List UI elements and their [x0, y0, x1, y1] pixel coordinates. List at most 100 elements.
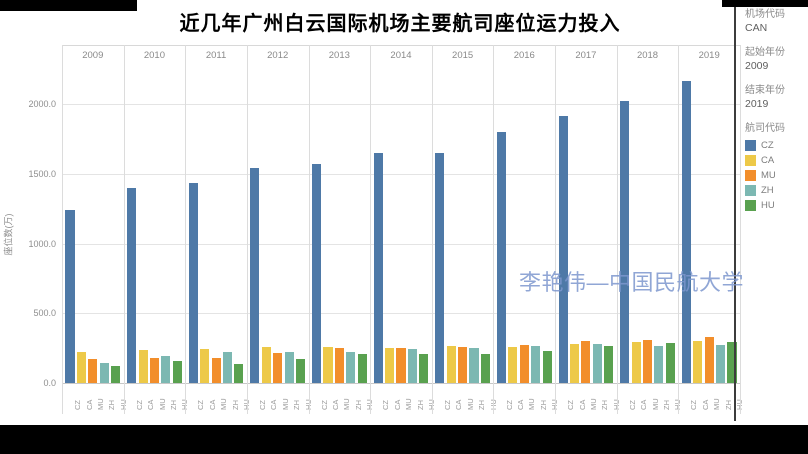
bar-2016-CA[interactable]	[508, 346, 518, 383]
bar-2014-CA[interactable]	[385, 348, 395, 383]
bar-2016-MU[interactable]	[519, 345, 529, 383]
x-tick-label: CA	[577, 399, 587, 410]
gridline	[62, 243, 740, 245]
pane-divider	[555, 45, 557, 414]
pane-divider	[246, 45, 248, 414]
bar-2010-ZH[interactable]	[161, 355, 171, 383]
year-label: 2019	[698, 50, 720, 61]
x-tick-label: CA	[700, 399, 710, 410]
bar-2011-HU[interactable]	[234, 363, 244, 383]
x-tick-label: CZ	[319, 400, 329, 410]
x-tick-label: CA	[84, 399, 94, 410]
bar-2019-HU[interactable]	[727, 341, 737, 383]
panel-divider	[734, 0, 736, 421]
x-tick-label: MU	[527, 398, 537, 410]
bar-2018-CA[interactable]	[631, 341, 641, 383]
bar-2011-CZ[interactable]	[188, 182, 198, 383]
x-tick-label: MU	[219, 398, 229, 410]
gridline	[62, 383, 740, 384]
bar-2013-ZH[interactable]	[346, 351, 356, 383]
bar-2014-CZ[interactable]	[373, 152, 383, 383]
year-label: 2011	[205, 50, 227, 61]
bar-2009-ZH[interactable]	[99, 362, 109, 383]
bar-2012-CZ[interactable]	[250, 167, 260, 383]
parameter-sidebar: 机场代码 CAN 起始年份 2009 结束年份 2019 航司代码 CZ CA MU…	[745, 8, 805, 213]
x-tick-label: CZ	[134, 400, 144, 410]
bar-2011-CA[interactable]	[200, 348, 210, 383]
bar-2019-CA[interactable]	[693, 341, 703, 383]
start-year-value[interactable]: 2009	[745, 60, 769, 72]
year-label: 2017	[575, 50, 597, 61]
bar-2010-CA[interactable]	[138, 350, 148, 383]
pane-divider	[62, 45, 63, 414]
pane-divider	[493, 45, 495, 414]
bar-2010-HU[interactable]	[172, 360, 182, 383]
bar-2015-MU[interactable]	[458, 346, 468, 383]
bar-2013-CZ[interactable]	[312, 164, 322, 383]
legend-item-label: ZH	[761, 185, 774, 196]
pane-divider	[185, 45, 187, 414]
bar-2015-CZ[interactable]	[435, 152, 445, 383]
bar-2017-MU[interactable]	[581, 340, 591, 383]
bar-2009-CZ[interactable]	[65, 210, 75, 383]
bar-2018-ZH[interactable]	[654, 345, 664, 383]
legend-color-swatch	[745, 140, 756, 151]
redaction-bar-top-left	[0, 0, 137, 11]
redaction-bar-top-right	[722, 0, 808, 7]
x-tick-label: CA	[146, 399, 156, 410]
bar-2012-MU[interactable]	[273, 353, 283, 383]
end-year-value[interactable]: 2019	[745, 98, 769, 110]
x-tick-label: ZH	[292, 400, 302, 410]
bar-2009-CA[interactable]	[76, 352, 86, 383]
bar-2011-MU[interactable]	[211, 357, 221, 383]
bar-2015-HU[interactable]	[480, 354, 490, 383]
legend-item-CZ[interactable]: CZ	[745, 138, 805, 153]
bar-2016-HU[interactable]	[542, 350, 552, 383]
pane-divider	[370, 45, 372, 414]
bar-2017-HU[interactable]	[604, 345, 614, 383]
bar-2012-ZH[interactable]	[284, 351, 294, 383]
bar-2017-ZH[interactable]	[592, 343, 602, 383]
legend-item-MU[interactable]: MU	[745, 168, 805, 183]
bar-2018-HU[interactable]	[665, 343, 675, 383]
bar-2019-MU[interactable]	[704, 337, 714, 383]
bar-2013-CA[interactable]	[323, 346, 333, 383]
x-tick-label: MU	[465, 398, 475, 410]
legend-color-swatch	[745, 200, 756, 211]
gridline	[62, 313, 740, 315]
x-tick-label: CA	[639, 399, 649, 410]
x-tick-label: MU	[280, 398, 290, 410]
x-tick-label: ZH	[230, 400, 240, 410]
bar-2014-ZH[interactable]	[407, 348, 417, 383]
bar-2013-MU[interactable]	[334, 348, 344, 383]
legend-item-CA[interactable]: CA	[745, 153, 805, 168]
bar-2009-MU[interactable]	[88, 358, 98, 383]
bar-2016-CZ[interactable]	[496, 131, 507, 383]
legend-item-ZH[interactable]: ZH	[745, 183, 805, 198]
bar-2016-ZH[interactable]	[531, 346, 541, 383]
bar-2019-CZ[interactable]	[681, 81, 691, 383]
bar-2014-MU[interactable]	[396, 348, 406, 383]
bar-2017-CA[interactable]	[569, 343, 580, 383]
bar-2017-CZ[interactable]	[558, 115, 568, 383]
redaction-bar-bottom	[0, 425, 808, 454]
bar-2019-ZH[interactable]	[716, 344, 726, 383]
bar-2018-CZ[interactable]	[620, 101, 630, 383]
x-tick-label: MU	[342, 398, 352, 410]
x-tick-label: CZ	[689, 400, 699, 410]
bar-2013-HU[interactable]	[357, 353, 367, 383]
legend-item-HU[interactable]: HU	[745, 198, 805, 213]
bar-2015-CA[interactable]	[446, 346, 456, 383]
bar-2010-CZ[interactable]	[127, 188, 137, 383]
y-tick-label: 2000.0	[28, 99, 56, 109]
bar-2012-CA[interactable]	[261, 347, 271, 383]
bar-2010-MU[interactable]	[149, 357, 160, 383]
bar-2018-MU[interactable]	[642, 339, 653, 383]
year-label: 2018	[636, 50, 659, 61]
airport-code-value[interactable]: CAN	[745, 22, 768, 34]
bar-2011-ZH[interactable]	[222, 351, 233, 383]
bar-2012-HU[interactable]	[295, 359, 306, 383]
bar-2009-HU[interactable]	[111, 365, 121, 383]
bar-2015-ZH[interactable]	[469, 348, 479, 383]
bar-2014-HU[interactable]	[419, 354, 429, 383]
